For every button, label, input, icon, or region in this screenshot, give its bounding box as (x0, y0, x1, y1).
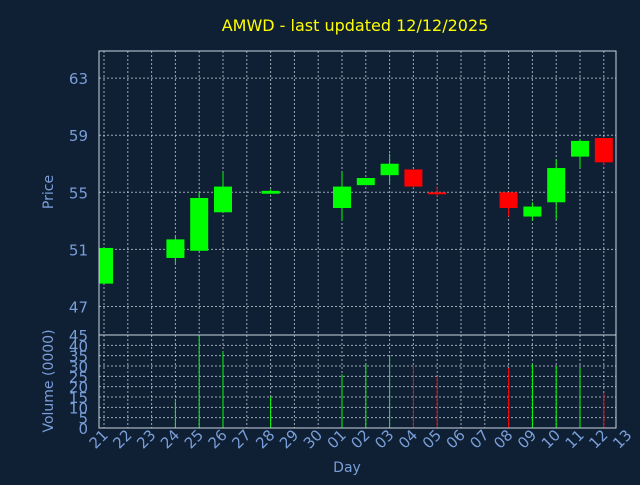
chart-title: AMWD - last updated 12/12/2025 (222, 16, 489, 35)
candle-body (190, 197, 209, 251)
x-tick-label: 11 (562, 426, 588, 452)
volume-panel-frame (98, 334, 617, 429)
volume-tick-label: 30 (69, 358, 88, 376)
candle-body (380, 163, 399, 176)
price-grid (99, 51, 616, 335)
x-tick-label: 08 (490, 426, 516, 452)
x-tick-label: 13 (609, 426, 635, 452)
volume-tick-label: 0 (78, 420, 88, 438)
volume-tick-label: 25 (69, 368, 88, 386)
x-tick-label: 30 (300, 426, 326, 452)
price-y-ticks: 45 47 51 55 59 63 (69, 70, 88, 345)
price-tick-label: 59 (69, 127, 88, 145)
candle-body (214, 186, 232, 213)
x-axis-label: Day (333, 460, 361, 476)
volume-tick-label: 5 (78, 410, 88, 428)
candle-body (356, 178, 375, 186)
x-tick-label: 01 (324, 426, 350, 452)
volume-tick-label: 20 (69, 379, 88, 397)
volume-bars (174, 335, 605, 428)
x-tick-label: 04 (395, 426, 421, 452)
x-tick-label: 24 (157, 426, 183, 452)
x-tick-label: 23 (133, 426, 159, 452)
price-y-axis-label: Price (41, 175, 57, 209)
candle-body (261, 190, 280, 194)
x-tick-label: 09 (514, 426, 540, 452)
x-tick-label: 02 (347, 426, 373, 452)
candle-body (571, 140, 589, 157)
candle-body (333, 186, 351, 208)
x-ticks: 2122232425262728293001020304050607080910… (86, 426, 636, 452)
candle-body (594, 138, 613, 163)
volume-tick-label: 40 (69, 337, 88, 355)
price-tick-label: 45 (69, 327, 88, 345)
x-tick-label: 27 (228, 426, 254, 452)
price-tick-label: 51 (69, 241, 88, 259)
x-tick-label: 10 (538, 426, 564, 452)
candle-body (547, 168, 566, 203)
volume-y-axis-label: Volume (0000) (41, 329, 57, 432)
candle-body (404, 169, 423, 187)
x-tick-label: 03 (371, 426, 397, 452)
price-tick-label: 63 (69, 70, 88, 88)
candle-body (499, 192, 518, 208)
price-tick-label: 47 (69, 298, 88, 316)
x-tick-label: 05 (419, 426, 445, 452)
volume-grid (99, 335, 616, 428)
candle-body (523, 206, 542, 217)
x-tick-label: 22 (109, 426, 135, 452)
volume-tick-label: 15 (69, 389, 88, 407)
price-panel-frame (98, 50, 617, 336)
price-tick-label: 55 (69, 184, 88, 202)
x-tick-label: 21 (86, 426, 112, 452)
candle-body (99, 247, 113, 284)
candle-body (166, 239, 185, 258)
x-tick-label: 06 (443, 426, 469, 452)
candles (99, 138, 613, 284)
x-tick-label: 26 (205, 426, 231, 452)
candle-body (428, 192, 447, 195)
volume-tick-label: 35 (69, 348, 88, 366)
x-tick-label: 28 (252, 426, 278, 452)
x-tick-label: 29 (276, 426, 302, 452)
x-tick-label: 12 (585, 426, 611, 452)
volume-tick-label: 10 (69, 399, 88, 417)
x-tick-label: 25 (181, 426, 207, 452)
x-tick-label: 07 (466, 426, 492, 452)
